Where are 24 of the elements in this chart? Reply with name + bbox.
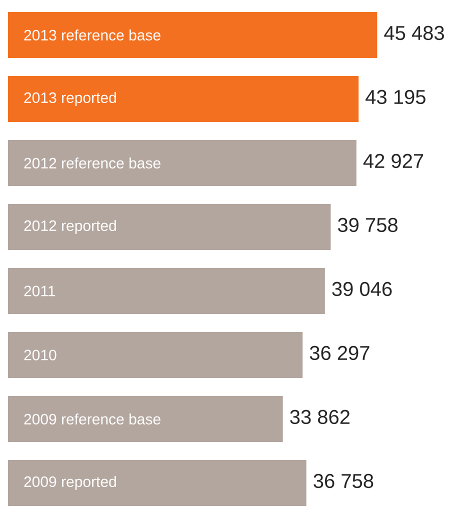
data-label: 39 758 xyxy=(338,218,398,232)
data-label: 36 297 xyxy=(310,346,370,360)
data-label: 36 758 xyxy=(314,474,374,488)
y-tick-label: 2013 reference base xyxy=(24,29,160,41)
bar xyxy=(8,12,378,58)
y-tick-label: 2012 reported xyxy=(24,220,116,234)
y-tick-label: 2009 reported xyxy=(24,476,116,490)
data-label: 43 195 xyxy=(366,90,426,104)
bar xyxy=(8,140,356,186)
data-label: 39 046 xyxy=(332,282,392,296)
y-tick-label: 2011 xyxy=(24,286,56,296)
y-tick-label: 2013 reported xyxy=(24,92,116,106)
y-tick-label: 2009 reference base xyxy=(24,413,160,425)
data-label: 45 483 xyxy=(384,26,444,40)
y-tick-label: 2012 reference base xyxy=(24,157,160,169)
y-tick-label: 2010 xyxy=(24,350,56,360)
bar xyxy=(8,268,325,314)
data-label: 42 927 xyxy=(363,154,424,168)
bar xyxy=(8,76,359,122)
bar xyxy=(8,460,306,506)
bar xyxy=(8,332,303,378)
bar xyxy=(8,204,331,250)
data-label: 33 862 xyxy=(290,410,350,424)
bar xyxy=(8,396,283,442)
